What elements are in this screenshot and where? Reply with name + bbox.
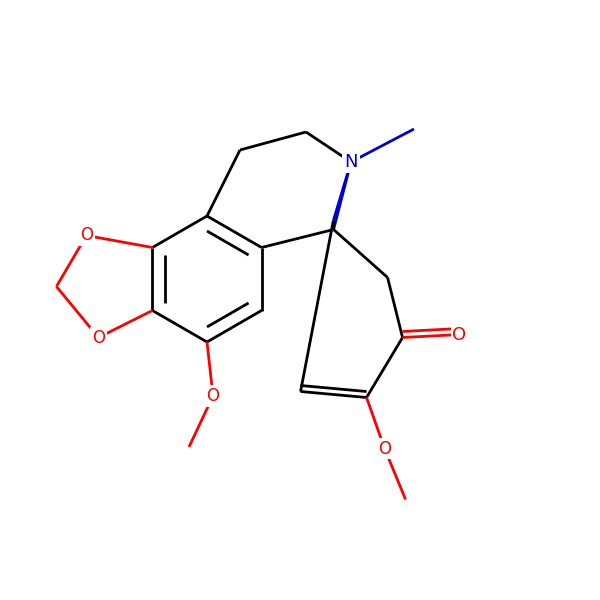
Text: O: O bbox=[452, 325, 467, 343]
Text: O: O bbox=[80, 226, 93, 245]
Text: O: O bbox=[206, 387, 220, 405]
Text: O: O bbox=[378, 439, 391, 457]
Text: N: N bbox=[344, 153, 358, 171]
Text: O: O bbox=[92, 329, 105, 347]
